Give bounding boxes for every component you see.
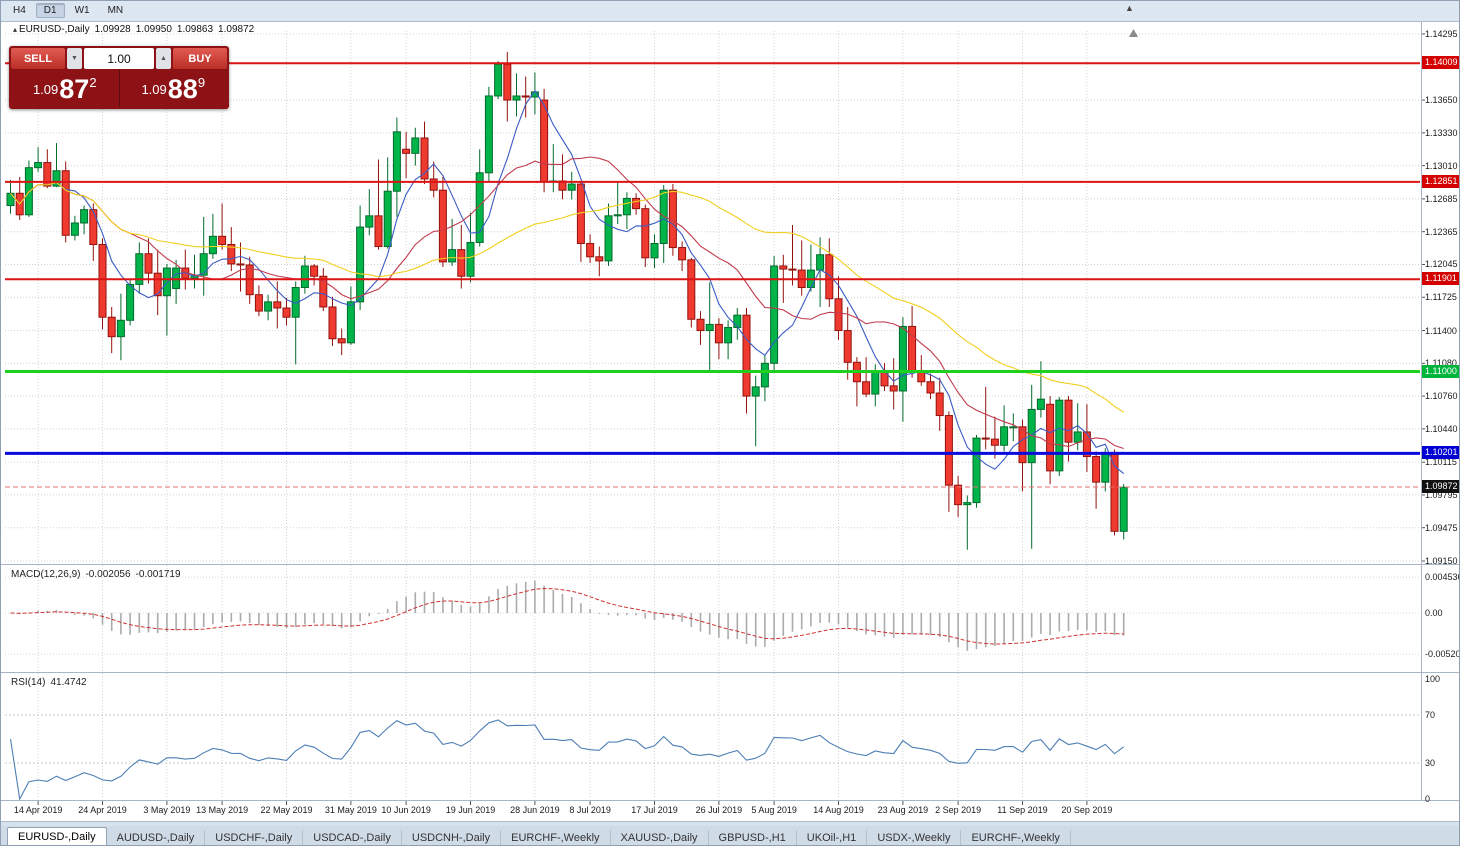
- chart-tab-usdx-weekly[interactable]: USDX-,Weekly: [867, 830, 962, 845]
- buy-price-base: 1.09: [141, 81, 167, 97]
- price-axis-label: 1.14295: [1425, 29, 1458, 39]
- date-axis-label: 19 Jun 2019: [445, 805, 496, 815]
- close-value: 1.09872: [218, 24, 255, 35]
- date-axis-label: 14 Apr 2019: [13, 805, 63, 815]
- chart-tab-usdcnh-daily[interactable]: USDCNH-,Daily: [402, 830, 502, 845]
- rsi-indicator-label: RSI(14) 41.4742: [11, 677, 92, 688]
- open-value: 1.09928: [94, 24, 131, 35]
- date-axis-label: 11 Sep 2019: [997, 805, 1048, 815]
- chart-tab-usdcad-daily[interactable]: USDCAD-,Daily: [303, 830, 402, 845]
- price-axis-label: 1.09150: [1425, 556, 1458, 566]
- sell-price-big: 87: [59, 73, 90, 104]
- price-axis-label: 0.004536: [1425, 572, 1460, 583]
- chart-tab-eurusd-daily[interactable]: EURUSD-,Daily: [7, 827, 107, 845]
- rsi-name: RSI(14): [11, 677, 46, 688]
- price-axis-label: 1.13330: [1425, 127, 1458, 138]
- date-axis-label: 20 Sep 2019: [1061, 805, 1113, 815]
- price-axis-label: 30: [1425, 758, 1436, 768]
- sell-button[interactable]: SELL: [11, 48, 65, 69]
- price-axis-level-label: 1.14009: [1422, 56, 1459, 70]
- price-axis-label: 1.13010: [1425, 160, 1458, 171]
- price-axis-label: 1.11080: [1425, 358, 1457, 369]
- price-axis-level-label: 1.12851: [1422, 174, 1459, 188]
- price-axis-label: 1.09795: [1425, 489, 1458, 500]
- buy-price-big: 88: [167, 73, 198, 104]
- one-click-trading-panel: SELL ▼ 1.00 ▲ BUY 1.09 87 2 1.09 88 9: [9, 46, 229, 109]
- chart-tab-usdchf-daily[interactable]: USDCHF-,Daily: [205, 830, 304, 845]
- timeframe-button-d1[interactable]: D1: [35, 3, 65, 18]
- buy-price-sup: 9: [197, 74, 206, 90]
- chart-ohlc-header: ▴ EURUSD-,Daily 1.09928 1.09950 1.09863 1.098…: [13, 24, 259, 35]
- volume-input[interactable]: 1.00: [84, 48, 154, 69]
- date-axis-label: 13 May 2019: [196, 805, 249, 815]
- sell-price-base: 1.09: [32, 81, 59, 97]
- price-axis-label: 1.11400: [1425, 325, 1457, 336]
- chart-tab-gbpusd-h1[interactable]: GBPUSD-,H1: [709, 830, 797, 845]
- date-axis-label: 2 Sep 2019: [935, 805, 982, 815]
- collapse-arrow-icon[interactable]: ▴: [13, 25, 18, 34]
- price-axis-label: 1.10440: [1425, 423, 1458, 434]
- price-axis-label: 1.10115: [1425, 457, 1457, 468]
- chart-tab-audusd-daily[interactable]: AUDUSD-,Daily: [107, 830, 206, 845]
- chart-canvas[interactable]: [1, 21, 1459, 821]
- price-axis-label: -0.00520: [1425, 649, 1460, 660]
- price-axis-label: 1.12045: [1425, 259, 1458, 270]
- date-axis-label: 22 May 2019: [260, 805, 313, 815]
- price-axis-level-label: 1.10201: [1422, 446, 1459, 460]
- date-axis-label: 3 May 2019: [143, 805, 191, 815]
- date-axis-label: 26 Jul 2019: [695, 805, 743, 815]
- sell-price[interactable]: 1.09 87 2: [11, 69, 119, 107]
- chart-tab-xauusd-daily[interactable]: XAUUSD-,Daily: [611, 830, 709, 845]
- high-value: 1.09950: [135, 24, 172, 35]
- date-axis-label: 28 Jun 2019: [510, 805, 560, 815]
- macd-main-value: -0.002056: [85, 569, 131, 580]
- price-axis-label: 1.13650: [1425, 95, 1458, 106]
- chart-scroll-icon[interactable]: ▲: [1125, 3, 1134, 13]
- timeframe-toolbar: H4 D1 W1 MN: [1, 1, 1459, 20]
- date-axis-label: 31 May 2019: [324, 805, 377, 815]
- volume-increase-icon[interactable]: ▲: [156, 48, 171, 69]
- chart-tabs-bar: EURUSD-,Daily AUDUSD-,Daily USDCHF-,Daily U…: [1, 826, 1459, 845]
- price-axis-label: 1.11725: [1425, 292, 1457, 303]
- low-value: 1.09863: [176, 24, 214, 35]
- date-axis-label: 23 Aug 2019: [877, 805, 929, 815]
- symbol-label: EURUSD-,Daily: [19, 24, 90, 35]
- sell-price-sup: 2: [89, 74, 97, 90]
- price-axis-label: 1.12685: [1425, 193, 1458, 204]
- toolbar: H4 D1 W1 MN ▲: [1, 1, 1459, 21]
- buy-price[interactable]: 1.09 88 9: [118, 69, 228, 107]
- rsi-value: 41.4742: [50, 677, 87, 688]
- timeframe-button-mn[interactable]: MN: [107, 5, 124, 16]
- price-axis-level-label: 1.09872: [1422, 480, 1459, 494]
- macd-indicator-label: MACD(12,26,9) -0.002056 -0.001719: [11, 569, 186, 580]
- chart-tab-ukoil-h1[interactable]: UKOil-,H1: [797, 830, 868, 845]
- chart-tab-eurchf-weekly[interactable]: EURCHF-,Weekly: [501, 830, 611, 845]
- price-axis-label: 100: [1425, 674, 1441, 684]
- date-axis-label: 5 Aug 2019: [751, 805, 797, 815]
- volume-decrease-icon[interactable]: ▼: [67, 48, 82, 69]
- price-axis-level-label: 1.11000: [1422, 364, 1459, 378]
- price-axis-label: 1.09475: [1425, 522, 1458, 533]
- price-axis-label: 0: [1425, 794, 1431, 804]
- date-axis-label: 24 Apr 2019: [78, 805, 127, 815]
- date-axis-label: 8 Jul 2019: [569, 805, 611, 815]
- date-axis-label: 14 Aug 2019: [813, 805, 864, 815]
- price-axis-label: 0.00: [1425, 608, 1443, 618]
- chart-tab-eurchf-weekly[interactable]: EURCHF-,Weekly: [961, 830, 1071, 845]
- price-axis-label: 1.12365: [1425, 226, 1458, 237]
- date-axis-label: 10 Jun 2019: [381, 805, 431, 815]
- date-axis-label: 17 Jul 2019: [631, 805, 678, 815]
- buy-button[interactable]: BUY: [173, 48, 227, 69]
- price-axis-label: 70: [1425, 710, 1436, 720]
- price-axis-label: 1.10760: [1425, 391, 1458, 402]
- timeframe-button-w1[interactable]: W1: [74, 5, 90, 16]
- macd-name: MACD(12,26,9): [11, 569, 81, 580]
- timeframe-button-h4[interactable]: H4: [13, 5, 26, 16]
- price-axis-level-label: 1.11901: [1422, 272, 1459, 286]
- macd-signal-value: -0.001719: [135, 569, 181, 580]
